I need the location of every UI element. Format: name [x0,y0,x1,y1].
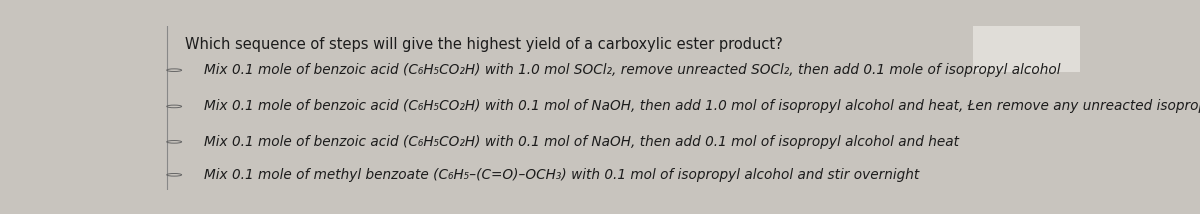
Text: Mix 0.1 mole of benzoic acid (C₆H₅CO₂H) with 0.1 mol of NaOH, then add 1.0 mol o: Mix 0.1 mole of benzoic acid (C₆H₅CO₂H) … [204,100,1200,113]
Text: Mix 0.1 mole of benzoic acid (C₆H₅CO₂H) with 1.0 mol SOCl₂, remove unreacted SOC: Mix 0.1 mole of benzoic acid (C₆H₅CO₂H) … [204,63,1061,77]
Text: Mix 0.1 mole of methyl benzoate (C₆H₅–(C=O)–OCH₃) with 0.1 mol of isopropyl alco: Mix 0.1 mole of methyl benzoate (C₆H₅–(C… [204,168,919,182]
Text: Mix 0.1 mole of benzoic acid (C₆H₅CO₂H) with 0.1 mol of NaOH, then add 0.1 mol o: Mix 0.1 mole of benzoic acid (C₆H₅CO₂H) … [204,135,959,149]
FancyBboxPatch shape [973,26,1080,72]
Text: Which sequence of steps will give the highest yield of a carboxylic ester produc: Which sequence of steps will give the hi… [185,37,784,52]
